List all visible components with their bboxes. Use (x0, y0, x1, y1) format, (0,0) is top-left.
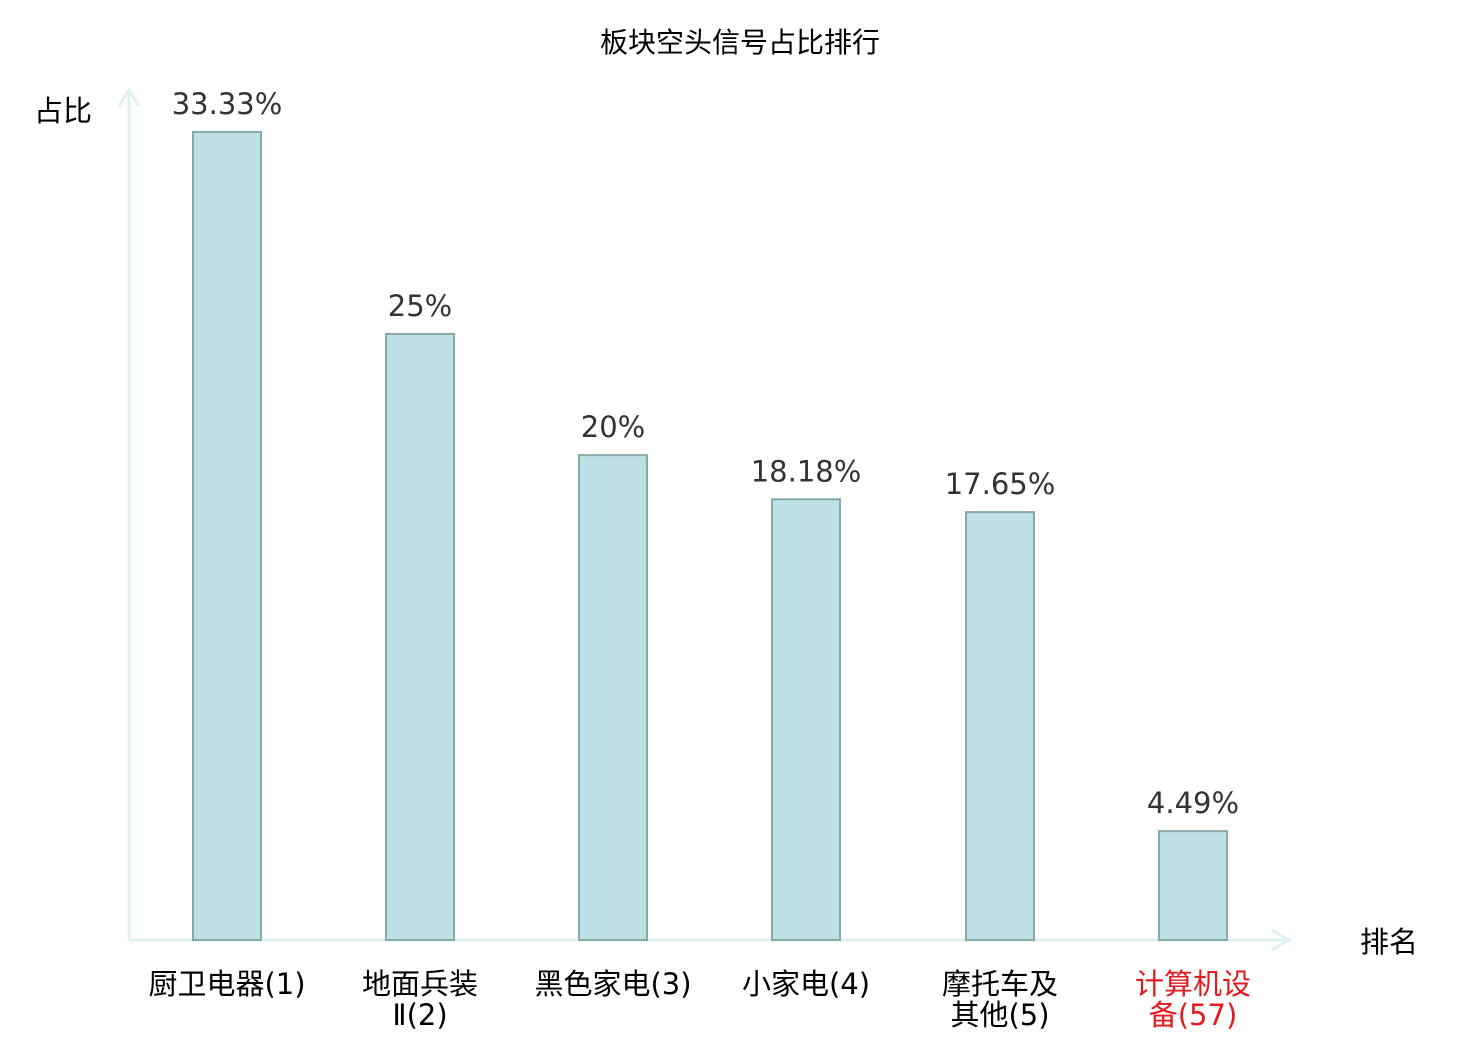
bar-2 (385, 332, 455, 941)
bar-value-label-3: 20% (581, 410, 645, 444)
y-axis-label: 占比 (34, 94, 92, 128)
axes (117, 87, 1292, 952)
category-label-5-line-1: 摩托车及 (942, 967, 1058, 1001)
chart-title: 板块空头信号占比排行 (600, 26, 880, 59)
category-label-1-line-1: 厨卫电器(1) (148, 967, 305, 1001)
bar-value-label-6: 4.49% (1147, 786, 1239, 820)
bar-1 (192, 131, 262, 941)
bar-5 (965, 511, 1035, 941)
bar-3 (578, 454, 648, 941)
x-axis-arrow (1271, 928, 1292, 952)
category-label-5-line-2: 其他(5) (950, 998, 1049, 1032)
category-label-4-line-1: 小家电(4) (742, 967, 870, 1001)
bar-value-label-4: 18.18% (751, 454, 862, 488)
bar-value-label-5: 17.65% (945, 467, 1056, 501)
bars-group (192, 131, 1228, 941)
value-labels-group: 33.33% 25% 20% 18.18% 17.65% 4.49% (172, 87, 1239, 820)
category-label-6-line-1: 计算机设 (1135, 967, 1251, 1001)
category-label-2-line-2: Ⅱ(2) (392, 998, 447, 1032)
category-label-3-line-1: 黑色家电(3) (534, 967, 691, 1001)
bar-value-label-2: 25% (388, 289, 452, 323)
bar-4 (771, 498, 841, 941)
category-label-6-line-2: 备(57) (1149, 998, 1238, 1032)
y-axis-arrow (117, 87, 141, 107)
bar-value-label-1: 33.33% (172, 87, 283, 121)
category-label-2-line-1: 地面兵装 (362, 967, 478, 1001)
x-axis-label: 排名 (1360, 925, 1418, 959)
bar-6 (1158, 830, 1228, 941)
